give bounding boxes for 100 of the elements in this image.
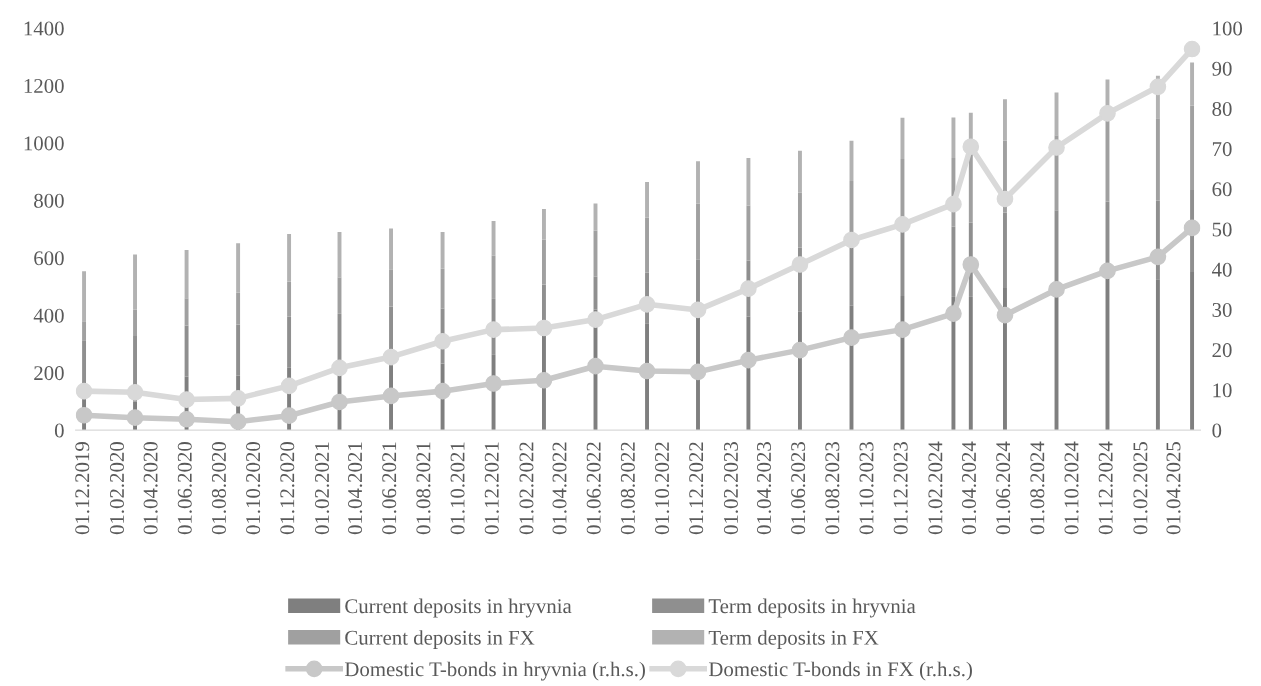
point — [126, 384, 144, 401]
point — [535, 319, 553, 337]
point — [1099, 262, 1116, 280]
x-tick-label: 01.06.2020 — [177, 442, 192, 535]
bar — [184, 250, 189, 299]
bar — [696, 161, 700, 204]
bar — [440, 232, 445, 269]
x-tick-label: 01.02.2021 — [314, 442, 330, 535]
point — [229, 390, 247, 407]
legend-label: Current deposits in hryvnia — [345, 598, 572, 618]
legend-label: Term deposits in FX — [708, 630, 879, 650]
legend-label: Domestic T-bonds in hryvnia (r.h.s.) — [344, 661, 645, 681]
point — [178, 391, 195, 408]
y-tick-label: 200 — [34, 366, 64, 381]
point — [280, 407, 298, 424]
bar — [184, 298, 189, 326]
bar — [491, 255, 496, 299]
point — [638, 362, 656, 380]
point — [331, 359, 348, 377]
point — [485, 321, 502, 338]
bar — [287, 281, 292, 317]
point — [1183, 219, 1201, 237]
bar — [389, 228, 393, 270]
x-tick-label: 01.12.2019 — [75, 442, 90, 535]
point — [331, 393, 348, 411]
point — [280, 377, 298, 395]
bar — [746, 157, 751, 206]
bar — [797, 150, 802, 193]
point — [638, 295, 656, 313]
x-tick-label: 01.04.2022 — [552, 442, 567, 535]
bar — [236, 292, 241, 325]
x-tick-label: 01.02.2024 — [928, 441, 943, 535]
bar — [1155, 279, 1160, 431]
bar — [542, 209, 546, 240]
bar — [542, 239, 546, 285]
bar — [951, 117, 956, 158]
x-tick-label: 01.04.2023 — [756, 442, 772, 535]
y-tick-label: 1200 — [24, 78, 64, 93]
y2-tick-label: 50 — [1212, 222, 1232, 237]
point — [791, 341, 809, 359]
point — [535, 371, 553, 389]
point — [945, 195, 962, 213]
x-tick-label: 01.10.2023 — [859, 442, 874, 535]
point — [178, 410, 195, 428]
bar — [1003, 99, 1007, 141]
y2-tick-label: 10 — [1213, 383, 1232, 398]
y2-tick-label: 0 — [1212, 423, 1222, 438]
point — [382, 387, 400, 405]
y-tick-label: 600 — [34, 251, 64, 266]
x-tick-label: 01.04.2020 — [143, 442, 158, 535]
x-tick-label: 01.12.2023 — [893, 442, 908, 535]
bar — [645, 182, 649, 218]
bar — [1190, 271, 1195, 431]
point — [587, 357, 604, 375]
y2-tick-label: 80 — [1212, 101, 1232, 116]
x-tick-label: 01.08.2022 — [620, 442, 635, 535]
bar — [1155, 118, 1160, 201]
x-tick-label: 01.02.2025 — [1133, 442, 1148, 535]
bar — [287, 234, 292, 282]
point — [894, 321, 911, 338]
point — [843, 329, 860, 346]
x-tick-label: 01.08.2021 — [416, 442, 431, 535]
point — [126, 409, 144, 426]
point — [894, 215, 911, 233]
bar — [645, 217, 649, 273]
x-tick-label: 01.10.2024 — [1064, 441, 1079, 535]
x-tick-label: 01.10.2021 — [450, 442, 465, 535]
bar — [1190, 62, 1195, 106]
bar — [287, 316, 292, 368]
legend-label: Current deposits in FX — [345, 630, 535, 650]
point — [75, 382, 93, 400]
point — [1099, 105, 1116, 122]
x-tick-label: 01.08.2023 — [825, 442, 840, 535]
bar — [951, 226, 956, 297]
point — [689, 301, 707, 319]
point — [1149, 248, 1167, 266]
bar — [236, 324, 241, 376]
x-tick-label: 01.06.2021 — [382, 442, 397, 535]
point — [1048, 139, 1065, 156]
bar — [797, 192, 802, 248]
bar — [968, 296, 973, 431]
bar — [82, 271, 87, 322]
point — [962, 256, 980, 273]
y-tick-label: 800 — [34, 193, 64, 208]
x-tick-label: 01.08.2024 — [1030, 441, 1045, 535]
y2-tick-label: 70 — [1212, 142, 1232, 157]
x-tick-label: 01.04.2024 — [961, 441, 977, 535]
x-tick-label: 01.04.2025 — [1166, 442, 1181, 535]
y2-tick-label: 100 — [1213, 21, 1243, 36]
x-tick-label: 01.12.2024 — [1098, 441, 1113, 535]
bar — [1003, 212, 1007, 288]
x-tick-label: 01.06.2022 — [586, 442, 601, 535]
y2-tick-label: 30 — [1212, 302, 1232, 317]
legend-label: Term deposits in hryvnia — [708, 598, 916, 618]
legend-label: Domestic T-bonds in FX (r.h.s.) — [708, 661, 972, 681]
point — [996, 306, 1014, 324]
point — [485, 375, 502, 392]
y2-tick-label: 40 — [1211, 262, 1232, 277]
y-tick-label: 0 — [54, 423, 64, 438]
bar — [389, 269, 393, 307]
